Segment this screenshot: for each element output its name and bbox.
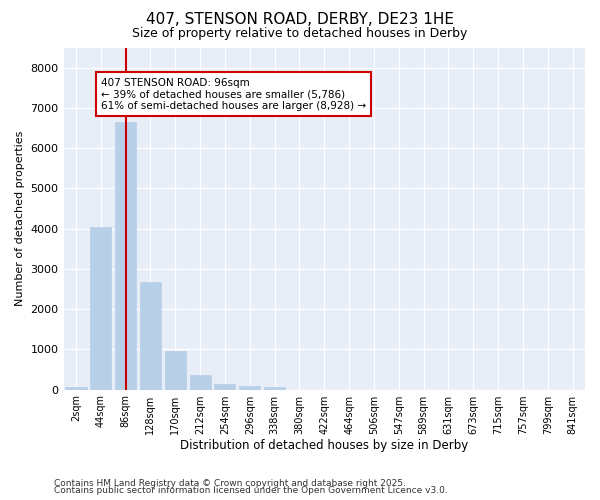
Text: Size of property relative to detached houses in Derby: Size of property relative to detached ho…	[133, 28, 467, 40]
Text: 407, STENSON ROAD, DERBY, DE23 1HE: 407, STENSON ROAD, DERBY, DE23 1HE	[146, 12, 454, 28]
Bar	[214, 384, 235, 390]
Bar	[264, 387, 285, 390]
Bar	[140, 282, 161, 390]
Bar	[190, 376, 211, 390]
Y-axis label: Number of detached properties: Number of detached properties	[15, 131, 25, 306]
Bar	[239, 386, 260, 390]
Bar	[115, 122, 136, 390]
X-axis label: Distribution of detached houses by size in Derby: Distribution of detached houses by size …	[180, 440, 469, 452]
Text: Contains HM Land Registry data © Crown copyright and database right 2025.: Contains HM Land Registry data © Crown c…	[54, 478, 406, 488]
Bar	[65, 387, 86, 390]
Text: 407 STENSON ROAD: 96sqm
← 39% of detached houses are smaller (5,786)
61% of semi: 407 STENSON ROAD: 96sqm ← 39% of detache…	[101, 78, 366, 111]
Text: Contains public sector information licensed under the Open Government Licence v3: Contains public sector information licen…	[54, 486, 448, 495]
Bar	[90, 226, 112, 390]
Bar	[165, 350, 186, 390]
